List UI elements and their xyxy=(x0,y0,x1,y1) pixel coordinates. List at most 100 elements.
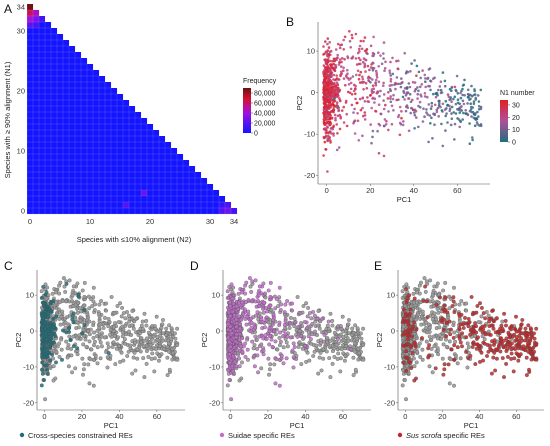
scatter-point xyxy=(122,337,127,342)
scatter-point xyxy=(284,356,289,361)
scatter-point xyxy=(324,118,328,121)
y-axis-label: PC2 xyxy=(375,333,384,348)
scatter-point xyxy=(237,378,242,383)
x-tick-label: 20 xyxy=(366,186,374,195)
scatter-point xyxy=(494,316,499,321)
scatter-point xyxy=(420,95,423,98)
heatmap-cell xyxy=(129,124,136,131)
heatmap-cell xyxy=(111,154,118,161)
scatter-point xyxy=(414,360,419,365)
panel-label-e: E xyxy=(374,259,382,273)
scatter-point xyxy=(436,106,440,110)
scatter-point xyxy=(335,81,339,84)
scatter-point xyxy=(309,341,313,346)
scatter-point xyxy=(349,77,352,80)
scatter-point xyxy=(344,83,347,87)
scatter-point xyxy=(53,334,58,339)
scatter-point xyxy=(345,325,350,330)
heatmap-cell xyxy=(111,178,118,185)
heatmap-cell xyxy=(147,166,154,173)
scatter-point xyxy=(372,54,375,58)
scatter-point xyxy=(471,138,474,142)
scatter-point xyxy=(278,339,283,344)
scatter-point xyxy=(459,96,463,100)
heatmap-cell xyxy=(141,142,148,149)
scatter-point xyxy=(332,354,337,359)
scatter-point xyxy=(92,343,96,348)
scatter-point xyxy=(227,284,232,289)
scatter-point xyxy=(351,373,356,378)
heatmap-cell xyxy=(123,136,130,143)
scatter-point xyxy=(63,289,68,294)
scatter-point xyxy=(236,291,241,296)
scatter-point xyxy=(452,343,457,348)
scatter-point xyxy=(333,59,337,63)
scatter-point xyxy=(404,364,409,369)
scatter-point xyxy=(474,93,477,96)
scatter-point xyxy=(405,337,410,342)
scatter-point xyxy=(403,311,408,316)
heatmap-cell xyxy=(177,208,184,215)
scatter-point xyxy=(279,353,284,358)
scatter-point xyxy=(474,112,477,115)
scatter-points xyxy=(400,276,539,402)
scatter-point xyxy=(371,129,375,133)
scatter-point xyxy=(263,333,268,338)
heatmap-cell xyxy=(177,190,184,197)
scatter-point xyxy=(123,316,128,321)
scatter-point xyxy=(418,100,422,104)
scatter-point xyxy=(243,341,248,346)
scatter-point xyxy=(57,300,62,305)
scatter-point xyxy=(367,75,371,79)
scatter-point xyxy=(175,343,180,347)
heatmap-cell xyxy=(45,40,52,47)
scatter-point xyxy=(263,325,267,330)
scatter-point xyxy=(328,59,332,63)
heatmap-cell xyxy=(27,154,34,161)
heatmap-cell xyxy=(57,82,64,89)
scatter-point xyxy=(374,69,378,73)
scatter-point xyxy=(249,316,253,321)
heatmap-cell xyxy=(27,196,34,203)
heatmap-cell xyxy=(75,124,82,131)
heatmap-cell xyxy=(63,130,70,137)
scatter-point xyxy=(232,345,237,350)
heatmap-cell xyxy=(159,196,166,203)
scatter-point xyxy=(476,110,479,114)
scatter-point xyxy=(290,301,295,306)
scatter-point xyxy=(298,334,303,339)
scatter-point xyxy=(420,347,425,352)
scatter-point xyxy=(336,56,339,59)
scatter-point xyxy=(278,343,282,348)
heatmap-cell xyxy=(129,142,136,149)
scatter-point xyxy=(250,339,255,344)
heatmap-cell xyxy=(51,130,58,137)
heatmap-cell xyxy=(33,22,40,29)
scatter-point xyxy=(104,301,109,306)
scatter-point xyxy=(285,334,290,339)
scatter-point xyxy=(247,276,252,281)
scatter-point xyxy=(43,331,48,336)
heatmap-cell xyxy=(63,172,70,179)
scatter-point xyxy=(518,325,523,330)
scatter-point xyxy=(356,69,360,73)
scatter-point xyxy=(323,116,326,119)
scatter-point xyxy=(493,368,498,373)
heatmap-cell xyxy=(63,208,70,215)
heatmap-cell xyxy=(93,76,100,83)
heatmap-cell xyxy=(45,82,52,89)
scatter-point xyxy=(452,310,457,315)
scatter-point xyxy=(391,56,394,60)
scatter-point xyxy=(82,362,87,367)
heatmap-cell xyxy=(39,34,46,41)
scatter-point xyxy=(65,355,70,360)
scatter-point xyxy=(332,57,336,61)
scatter-point xyxy=(389,95,393,98)
scatter-point xyxy=(332,91,335,94)
scatter-point xyxy=(340,60,343,64)
scatter-point xyxy=(351,36,354,40)
scatter-point xyxy=(105,365,110,370)
heatmap-cell xyxy=(141,184,148,191)
heatmap-cell xyxy=(39,130,46,137)
